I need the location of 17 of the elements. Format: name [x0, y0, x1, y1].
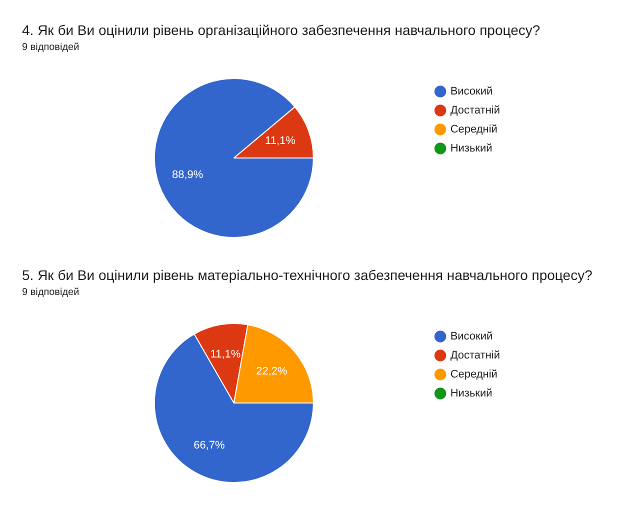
data-label: 22,2% [256, 365, 288, 378]
legend-label: Низький [450, 388, 492, 400]
data-label: 88,9% [172, 168, 204, 181]
data-label: 66,7% [194, 440, 226, 452]
legend-label: Високий [450, 330, 493, 343]
legend-label: Високий [450, 86, 493, 98]
legend-label: Достатній [450, 350, 500, 362]
chart-title: 4. Як би Ви оцінили рівень організаційного забезпечення навчального процесу? [22, 22, 540, 38]
legend-label: Середній [450, 368, 498, 381]
data-label: 11,1% [210, 348, 241, 360]
legend-label: Низький [450, 142, 492, 155]
text: 9 відповідей [22, 287, 80, 298]
chart-title: 5. Як би Ви оцінили рівень матеріально-технічного забезпечення навчального процесу? [22, 267, 592, 283]
legend-label: Середній [450, 124, 498, 136]
text: 9 відповідей [22, 42, 80, 53]
data-label: 11,1% [265, 135, 296, 148]
legend-label: Достатній [450, 104, 500, 117]
